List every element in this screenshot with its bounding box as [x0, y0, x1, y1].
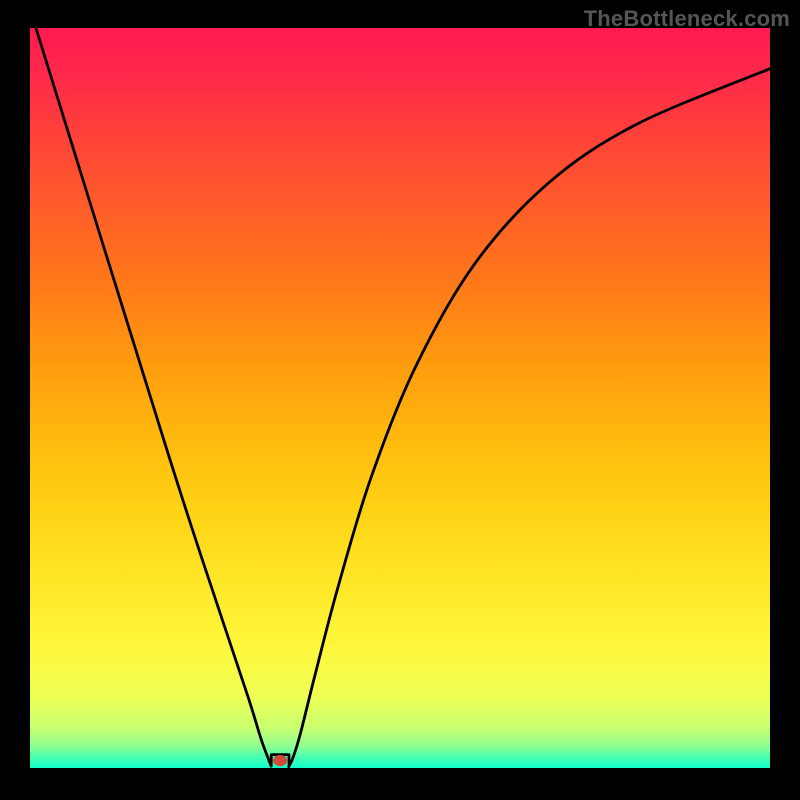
chart-stage: TheBottleneck.com — [0, 0, 800, 800]
watermark-text: TheBottleneck.com — [584, 6, 790, 32]
bottleneck-curve-chart — [30, 28, 770, 768]
optimal-point-marker — [273, 755, 287, 766]
plot-area — [30, 28, 770, 768]
